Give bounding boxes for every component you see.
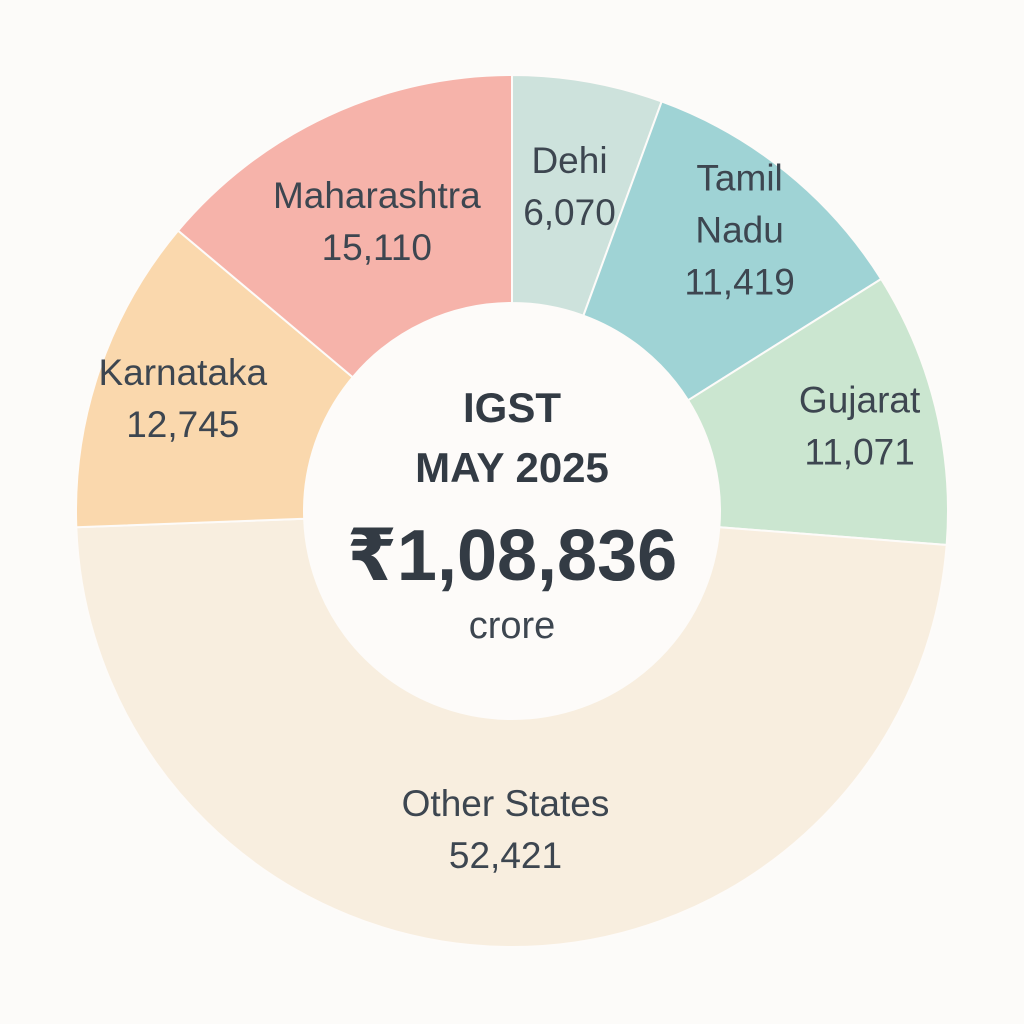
center-unit-label: crore (469, 605, 556, 647)
slice-value-tamil-nadu: 11,419 (684, 262, 794, 303)
slice-value-maharashtra: 15,110 (322, 227, 432, 268)
slice-value-gujarat: 11,071 (804, 431, 914, 472)
donut-hole (304, 303, 720, 719)
slice-label-dehi: Dehi (531, 140, 607, 181)
slice-label-gujarat: Gujarat (799, 379, 921, 420)
slice-label-other-states: Other States (402, 783, 610, 824)
donut-slices (75, 73, 949, 948)
center-title-line1: IGST (463, 384, 561, 431)
center-title-line2: MAY 2025 (415, 444, 609, 491)
slice-labels: Dehi 6,070 Tamil Nadu 11,419 Gujarat 11,071 Oth… (98, 140, 921, 876)
center-total-value: ₹1,08,836 (347, 516, 677, 596)
slice-label-maharashtra: Maharashtra (273, 175, 481, 216)
slice-value-dehi: 6,070 (523, 192, 616, 233)
slice-label-karnataka: Karnataka (98, 352, 267, 393)
slice-label-tamil-nadu: Nadu (695, 210, 783, 251)
slice-value-karnataka: 12,745 (126, 404, 239, 445)
slice-label-tamil-nadu: Tamil (696, 158, 782, 199)
slice-value-other-states: 52,421 (449, 835, 562, 876)
